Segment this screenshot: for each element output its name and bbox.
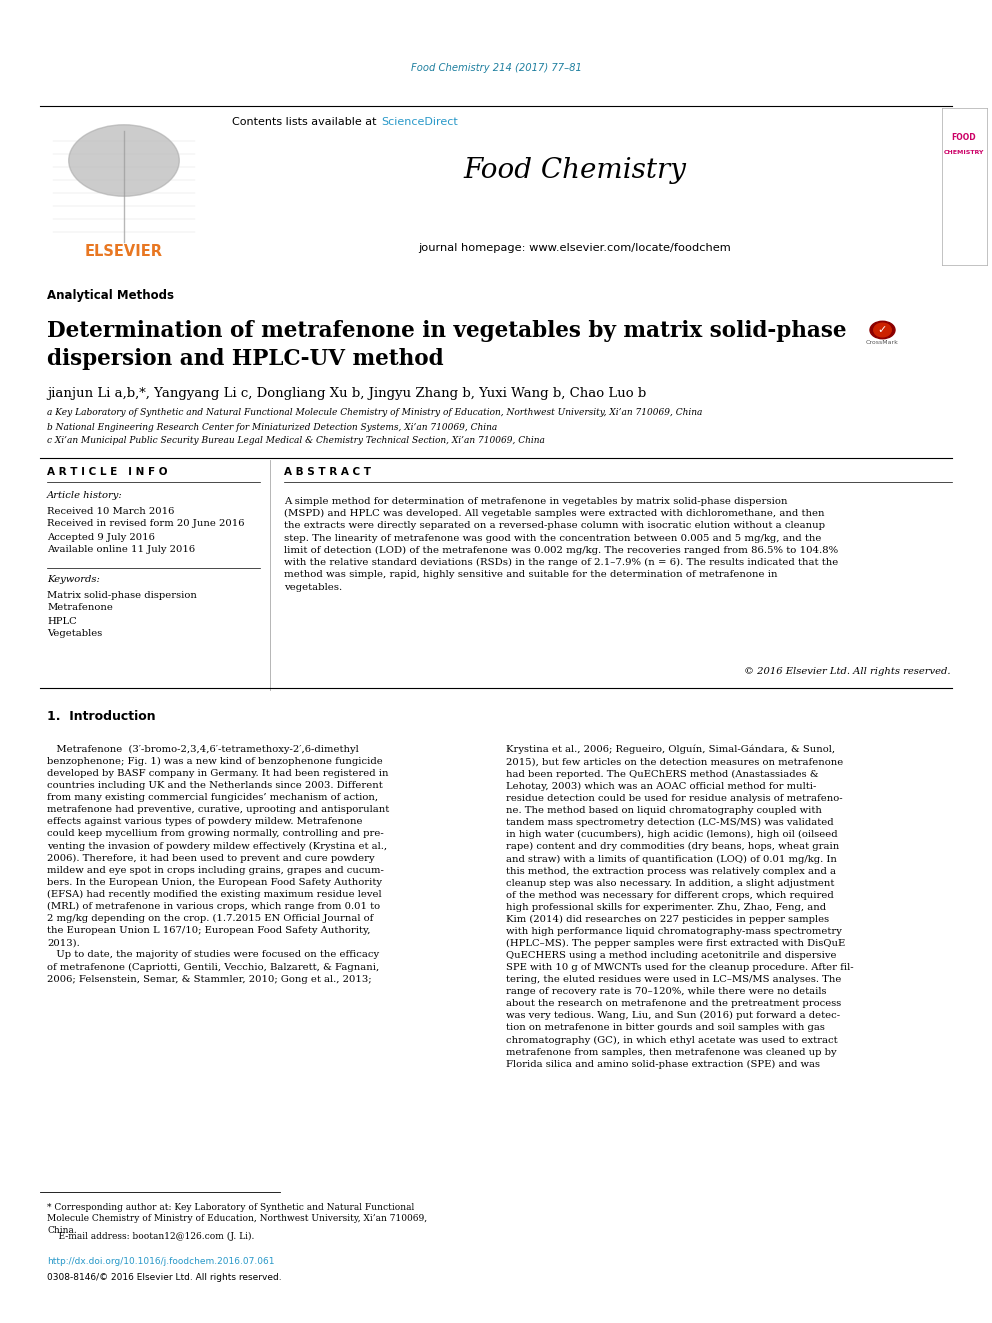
Text: journal homepage: www.elsevier.com/locate/foodchem: journal homepage: www.elsevier.com/locat… [419,243,731,253]
Text: * Corresponding author at: Key Laboratory of Synthetic and Natural Functional
Mo: * Corresponding author at: Key Laborator… [47,1203,428,1234]
Text: Krystina et al., 2006; Regueiro, Olguín, Simal-Gándara, & Sunol,
2015), but few : Krystina et al., 2006; Regueiro, Olguín,… [506,745,854,1069]
Text: © 2016 Elsevier Ltd. All rights reserved.: © 2016 Elsevier Ltd. All rights reserved… [743,668,950,676]
Text: jianjun Li a,b,*, Yangyang Li c, Dongliang Xu b, Jingyu Zhang b, Yuxi Wang b, Ch: jianjun Li a,b,*, Yangyang Li c, Donglia… [47,386,646,400]
Text: Available online 11 July 2016: Available online 11 July 2016 [47,545,195,554]
Text: FOOD: FOOD [951,134,976,143]
Text: http://dx.doi.org/10.1016/j.foodchem.2016.07.061: http://dx.doi.org/10.1016/j.foodchem.201… [47,1257,275,1266]
Text: a Key Laboratory of Synthetic and Natural Functional Molecule Chemistry of Minis: a Key Laboratory of Synthetic and Natura… [47,409,702,418]
Text: Matrix solid-phase dispersion: Matrix solid-phase dispersion [47,590,196,599]
Ellipse shape [870,321,895,339]
Text: Metrafenone: Metrafenone [47,603,113,613]
Text: Determination of metrafenone in vegetables by matrix solid-phase
dispersion and : Determination of metrafenone in vegetabl… [47,320,846,369]
Text: Keywords:: Keywords: [47,576,100,585]
Text: Article history:: Article history: [47,492,123,500]
Text: A R T I C L E   I N F O: A R T I C L E I N F O [47,467,168,478]
Text: CrossMark: CrossMark [866,340,899,345]
Text: A simple method for determination of metrafenone in vegetables by matrix solid-p: A simple method for determination of met… [284,497,838,591]
Text: ✓: ✓ [878,325,887,335]
Text: E-mail address: bootan12@126.com (J. Li).: E-mail address: bootan12@126.com (J. Li)… [47,1232,254,1241]
Text: 1.  Introduction: 1. Introduction [47,709,156,722]
Text: A B S T R A C T: A B S T R A C T [284,467,371,478]
Text: Contents lists available at: Contents lists available at [232,116,380,127]
Text: Food Chemistry: Food Chemistry [463,156,686,184]
Text: Analytical Methods: Analytical Methods [47,290,174,303]
Text: 0308-8146/© 2016 Elsevier Ltd. All rights reserved.: 0308-8146/© 2016 Elsevier Ltd. All right… [47,1274,282,1282]
Text: ScienceDirect: ScienceDirect [381,116,457,127]
Ellipse shape [68,124,180,196]
Text: Received in revised form 20 June 2016: Received in revised form 20 June 2016 [47,520,244,528]
Text: Accepted 9 July 2016: Accepted 9 July 2016 [47,532,155,541]
Text: Vegetables: Vegetables [47,630,102,639]
Text: HPLC: HPLC [47,617,76,626]
Text: Food Chemistry 214 (2017) 77–81: Food Chemistry 214 (2017) 77–81 [411,64,581,73]
Ellipse shape [874,323,891,337]
Text: CHEMISTRY: CHEMISTRY [943,149,984,155]
Text: ELSEVIER: ELSEVIER [85,245,163,259]
Text: c Xi’an Municipal Public Security Bureau Legal Medical & Chemistry Technical Sec: c Xi’an Municipal Public Security Bureau… [47,437,545,446]
Text: b National Engineering Research Center for Miniaturized Detection Systems, Xi’an: b National Engineering Research Center f… [47,422,497,431]
Text: Metrafenone  (3′-bromo-2,3,4,6′-tetramethoxy-2′,6-dimethyl
benzophenone; Fig. 1): Metrafenone (3′-bromo-2,3,4,6′-tetrameth… [47,745,389,983]
Text: Received 10 March 2016: Received 10 March 2016 [47,507,175,516]
